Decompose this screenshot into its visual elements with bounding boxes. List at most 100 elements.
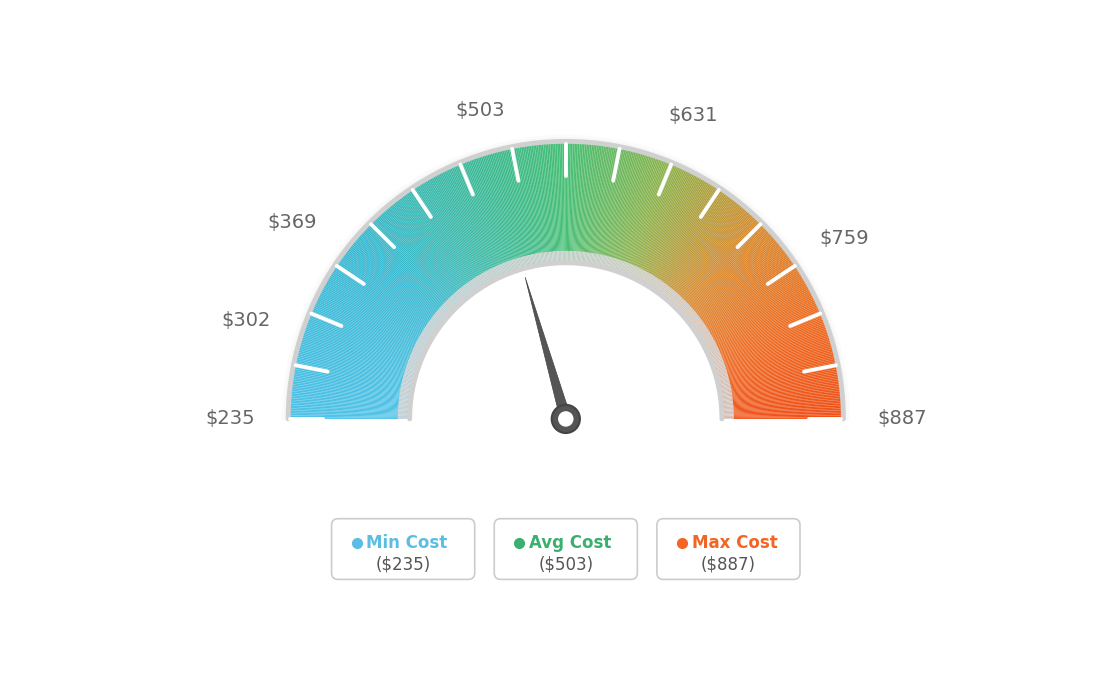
Wedge shape bbox=[647, 181, 712, 286]
Wedge shape bbox=[408, 189, 478, 290]
Wedge shape bbox=[294, 364, 413, 388]
Wedge shape bbox=[316, 297, 425, 352]
Wedge shape bbox=[298, 343, 415, 377]
Wedge shape bbox=[718, 406, 733, 408]
Wedge shape bbox=[718, 352, 836, 382]
Wedge shape bbox=[545, 142, 555, 264]
Wedge shape bbox=[402, 380, 418, 384]
Wedge shape bbox=[400, 393, 416, 396]
Wedge shape bbox=[427, 322, 442, 333]
Wedge shape bbox=[643, 274, 651, 288]
Wedge shape bbox=[702, 285, 810, 344]
Wedge shape bbox=[403, 376, 420, 381]
Wedge shape bbox=[593, 254, 597, 270]
Wedge shape bbox=[308, 313, 422, 361]
Wedge shape bbox=[719, 360, 838, 387]
Wedge shape bbox=[696, 266, 798, 334]
Wedge shape bbox=[400, 394, 416, 397]
Wedge shape bbox=[722, 412, 843, 416]
Wedge shape bbox=[592, 145, 613, 265]
Wedge shape bbox=[675, 219, 760, 307]
Wedge shape bbox=[487, 152, 522, 269]
Wedge shape bbox=[539, 253, 542, 269]
Wedge shape bbox=[529, 144, 546, 264]
Wedge shape bbox=[603, 149, 633, 268]
Wedge shape bbox=[503, 262, 511, 278]
Wedge shape bbox=[721, 396, 842, 407]
Wedge shape bbox=[470, 158, 513, 273]
Wedge shape bbox=[616, 260, 623, 276]
Wedge shape bbox=[301, 331, 417, 371]
Wedge shape bbox=[309, 312, 422, 359]
Wedge shape bbox=[666, 292, 677, 305]
Wedge shape bbox=[293, 367, 413, 391]
Wedge shape bbox=[643, 274, 652, 289]
Wedge shape bbox=[709, 308, 821, 358]
Wedge shape bbox=[636, 270, 645, 285]
Wedge shape bbox=[597, 255, 603, 270]
Wedge shape bbox=[289, 389, 411, 403]
Wedge shape bbox=[719, 358, 837, 386]
Wedge shape bbox=[722, 405, 843, 412]
Wedge shape bbox=[718, 415, 734, 417]
Wedge shape bbox=[542, 253, 545, 268]
Wedge shape bbox=[721, 382, 841, 400]
Wedge shape bbox=[664, 290, 675, 304]
Wedge shape bbox=[664, 201, 740, 297]
Wedge shape bbox=[357, 235, 448, 317]
Wedge shape bbox=[718, 353, 836, 383]
Wedge shape bbox=[609, 152, 645, 269]
Wedge shape bbox=[418, 183, 484, 286]
Wedge shape bbox=[468, 282, 478, 295]
Text: Max Cost: Max Cost bbox=[691, 533, 777, 551]
Wedge shape bbox=[516, 146, 539, 266]
Wedge shape bbox=[584, 144, 601, 264]
Wedge shape bbox=[457, 163, 506, 275]
Wedge shape bbox=[521, 145, 541, 265]
Wedge shape bbox=[703, 288, 811, 346]
Wedge shape bbox=[526, 144, 544, 264]
Wedge shape bbox=[715, 342, 832, 376]
Wedge shape bbox=[713, 378, 730, 384]
Wedge shape bbox=[420, 335, 435, 344]
Wedge shape bbox=[289, 396, 411, 407]
Wedge shape bbox=[715, 339, 832, 375]
Wedge shape bbox=[619, 262, 626, 277]
Wedge shape bbox=[590, 253, 593, 269]
Wedge shape bbox=[297, 348, 415, 380]
Wedge shape bbox=[633, 168, 686, 278]
Wedge shape bbox=[439, 171, 496, 280]
Wedge shape bbox=[617, 261, 624, 277]
Wedge shape bbox=[549, 252, 552, 268]
Wedge shape bbox=[326, 277, 432, 340]
Wedge shape bbox=[295, 358, 413, 386]
Wedge shape bbox=[370, 221, 456, 308]
Wedge shape bbox=[471, 279, 481, 293]
Wedge shape bbox=[524, 256, 529, 272]
Wedge shape bbox=[497, 150, 528, 268]
Wedge shape bbox=[460, 287, 471, 300]
Wedge shape bbox=[703, 287, 810, 346]
Wedge shape bbox=[604, 256, 609, 272]
Wedge shape bbox=[352, 241, 446, 319]
Wedge shape bbox=[608, 257, 614, 273]
Wedge shape bbox=[707, 357, 722, 364]
Wedge shape bbox=[298, 345, 415, 378]
Wedge shape bbox=[670, 297, 682, 310]
Wedge shape bbox=[411, 188, 479, 289]
Wedge shape bbox=[544, 252, 548, 268]
Wedge shape bbox=[626, 163, 675, 275]
Wedge shape bbox=[631, 167, 684, 277]
Wedge shape bbox=[607, 151, 641, 268]
Wedge shape bbox=[648, 183, 713, 286]
Wedge shape bbox=[716, 404, 733, 407]
Wedge shape bbox=[722, 414, 843, 417]
Wedge shape bbox=[331, 268, 435, 335]
Wedge shape bbox=[668, 295, 680, 308]
Wedge shape bbox=[426, 178, 488, 284]
Wedge shape bbox=[336, 263, 437, 332]
Wedge shape bbox=[449, 297, 461, 309]
Wedge shape bbox=[622, 263, 629, 278]
Wedge shape bbox=[438, 172, 495, 280]
Wedge shape bbox=[701, 344, 716, 352]
